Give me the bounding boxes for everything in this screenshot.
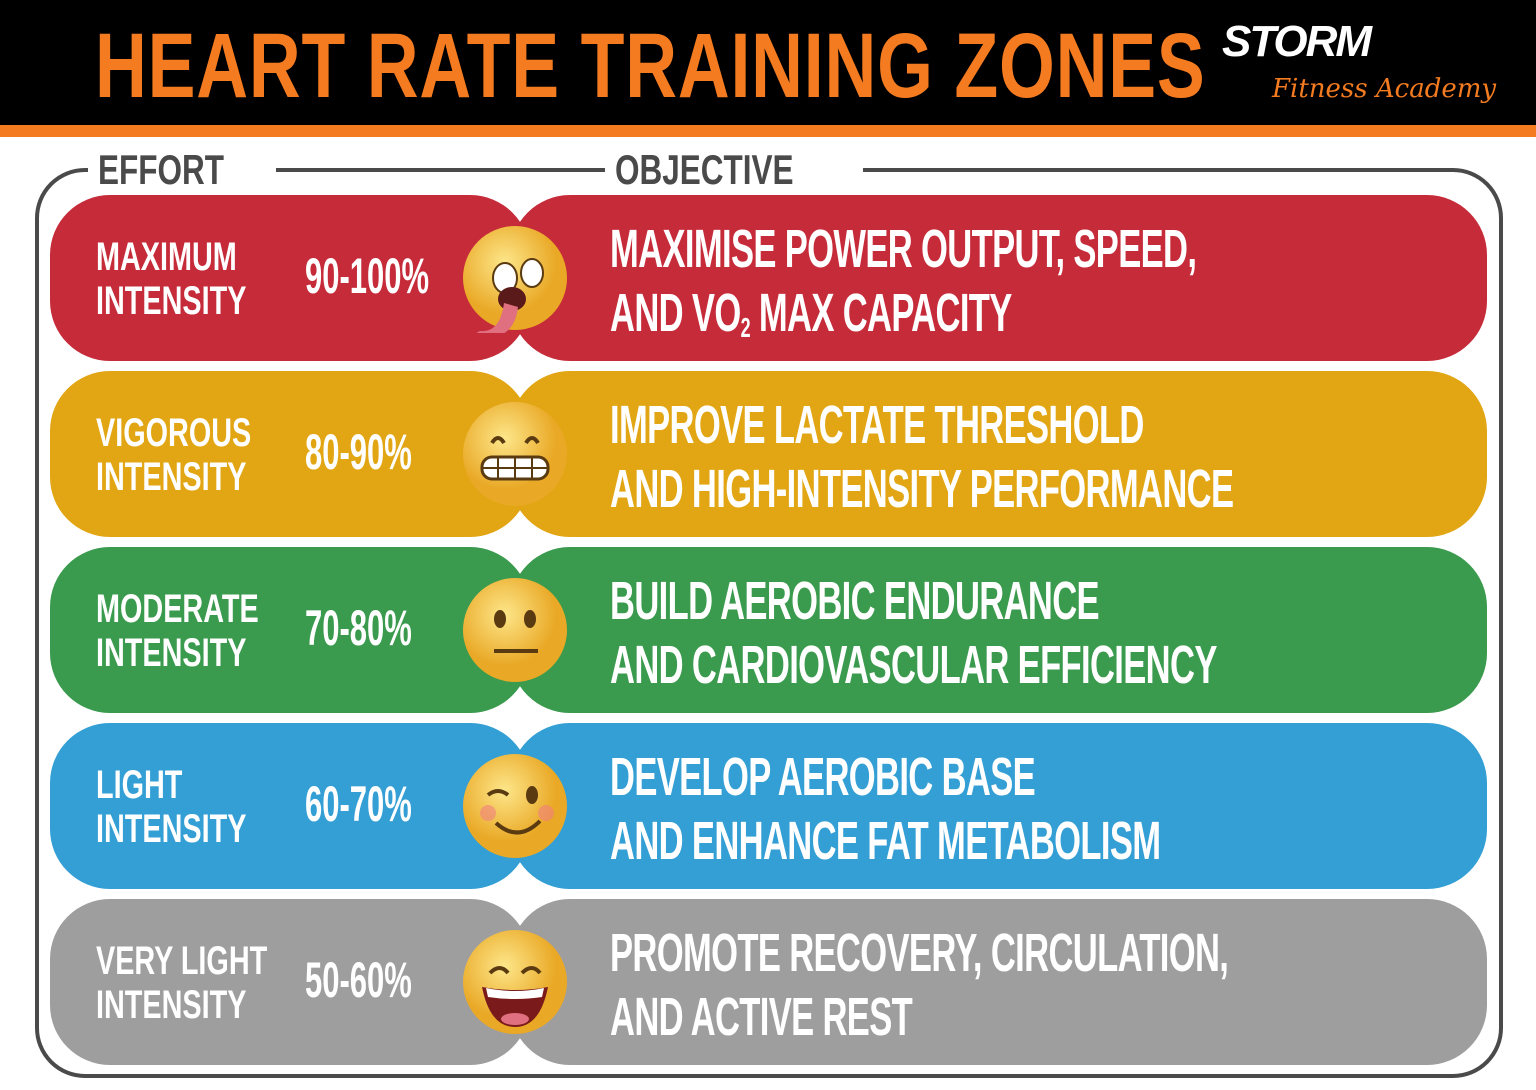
heart-rate-range: 50-60%: [305, 952, 412, 1008]
effort-pill: [50, 723, 530, 889]
objective-pill: [510, 547, 1487, 713]
objective-text: BUILD AEROBIC ENDURANCE AND CARDIOVASCULA…: [610, 571, 1217, 695]
objective-heading: OBJECTIVE: [605, 146, 864, 194]
zone-row-very-light: VERY LIGHT INTENSITY 50-60% PROMOTE RECOV…: [50, 899, 1487, 1065]
orange-divider: [0, 125, 1536, 137]
effort-pill: [50, 371, 530, 537]
objective-text: MAXIMISE POWER OUTPUT, SPEED, AND VO2 MAX…: [610, 219, 1197, 343]
heart-rate-range: 60-70%: [305, 776, 412, 832]
effort-label: MAXIMUM INTENSITY: [96, 235, 247, 323]
heart-rate-range: 70-80%: [305, 600, 412, 656]
effort-pill: [50, 195, 530, 361]
objective-text: PROMOTE RECOVERY, CIRCULATION, AND ACTIVE…: [610, 923, 1229, 1047]
objective-pill: [510, 899, 1487, 1065]
zone-row-vigorous: VIGOROUS INTENSITY 80-90% IMPROVE LACTATE…: [50, 371, 1487, 537]
header-bar: HEART RATE TRAINING ZONES STORM Fitness …: [0, 0, 1536, 125]
effort-heading: EFFORT: [88, 146, 276, 194]
objective-pill: [510, 723, 1487, 889]
heart-rate-range: 80-90%: [305, 424, 412, 480]
winking-face-icon: [463, 754, 567, 858]
zone-row-maximum: MAXIMUM INTENSITY 90-100% MAXIMISE POWER …: [50, 195, 1487, 361]
storm-logo: STORM Fitness Academy: [1222, 17, 1496, 113]
logo-text: STORM: [1222, 17, 1372, 66]
neutral-face-icon: [463, 578, 567, 682]
effort-label: VIGOROUS INTENSITY: [96, 411, 252, 499]
zone-row-moderate: MODERATE INTENSITY 70-80% BUILD AEROBIC E…: [50, 547, 1487, 713]
effort-label: VERY LIGHT INTENSITY: [96, 939, 268, 1027]
grimacing-face-icon: [463, 402, 567, 506]
heart-rate-range: 90-100%: [305, 248, 430, 304]
objective-pill: [510, 371, 1487, 537]
effort-label: LIGHT INTENSITY: [96, 763, 247, 851]
objective-text: DEVELOP AEROBIC BASE AND ENHANCE FAT META…: [610, 747, 1161, 871]
effort-label: MODERATE INTENSITY: [96, 587, 259, 675]
objective-pill: [510, 195, 1487, 361]
laughing-face-icon: [463, 930, 567, 1034]
effort-pill: [50, 547, 530, 713]
logo-subtitle: Fitness Academy: [1272, 74, 1497, 104]
zone-row-light: LIGHT INTENSITY 60-70% DEVELOP AEROBIC BA…: [50, 723, 1487, 889]
effort-pill: [50, 899, 530, 1065]
page-title: HEART RATE TRAINING ZONES: [95, 15, 1206, 117]
objective-text: IMPROVE LACTATE THRESHOLD AND HIGH-INTENS…: [610, 395, 1234, 519]
exhausted-face-icon: [463, 226, 567, 333]
